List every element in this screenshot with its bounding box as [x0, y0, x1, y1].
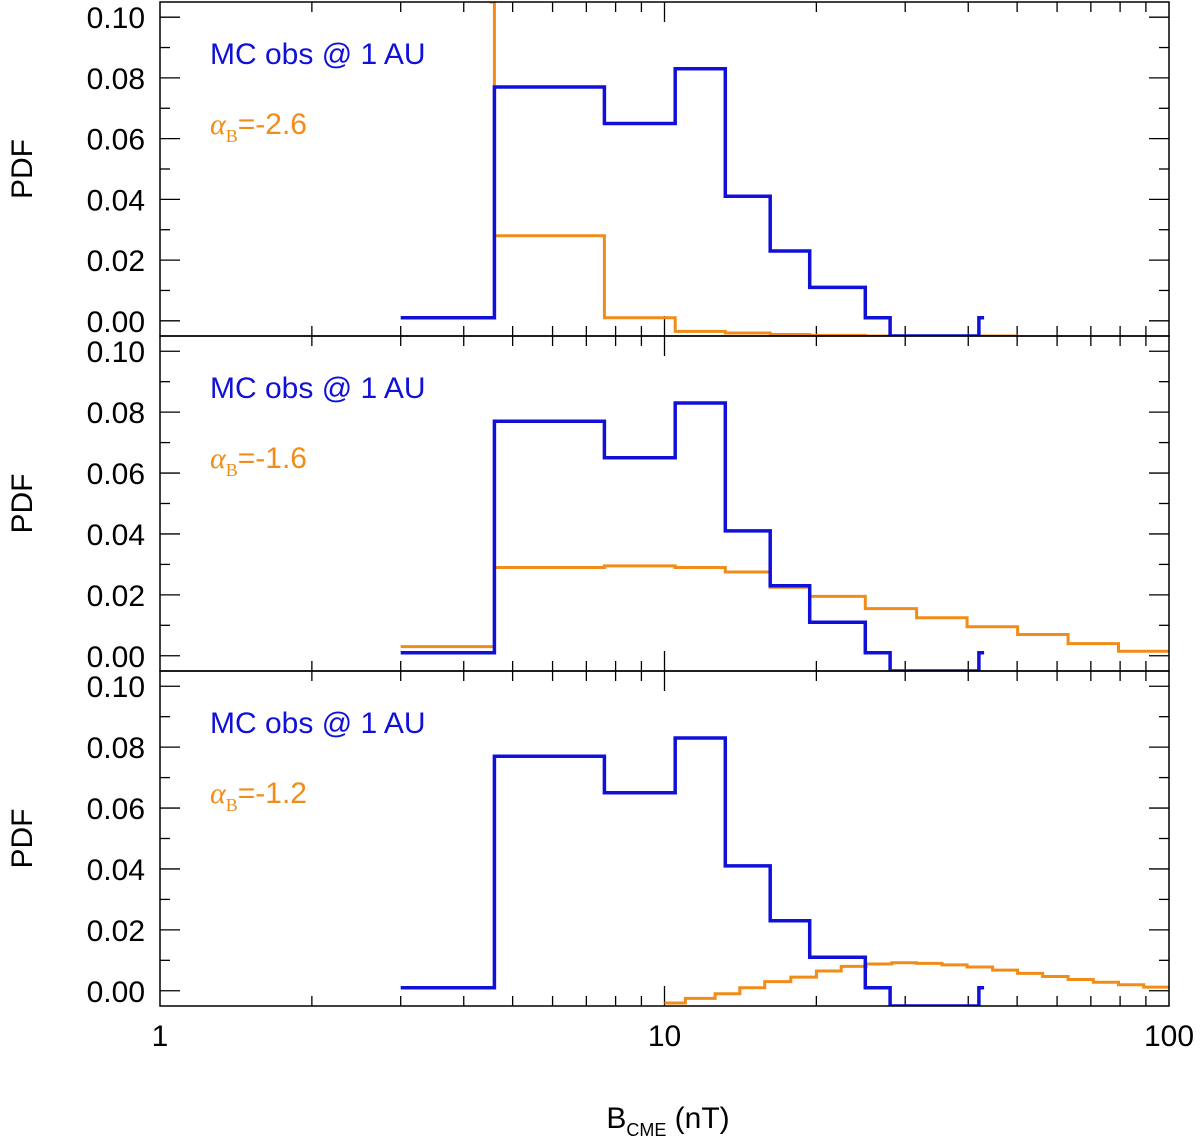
x-tick-label: 100 [1144, 1020, 1194, 1053]
y-tick-label: 0.00 [87, 306, 145, 339]
panel-bottom-frame [159, 670, 1170, 1007]
panel-bottom-ylabel: PDF [6, 809, 39, 869]
x-axis-title: BCME (nT) [606, 1102, 729, 1140]
alpha-symbol: α [210, 442, 227, 475]
y-tick-label: 0.04 [87, 184, 145, 217]
series-observed-line [400, 736, 985, 1006]
alpha-subscript: B [226, 460, 238, 480]
panel-middle-legend-observed: MC obs @ 1 AU [210, 372, 426, 405]
y-tick-label: 0.06 [87, 458, 145, 491]
series-observed-line [400, 401, 985, 671]
series-model-line [400, 564, 1169, 653]
x-axis-title-unit: (nT) [666, 1102, 729, 1135]
panel-top-ticks [160, 2, 1169, 336]
panel-top-legend-observed: MC obs @ 1 AU [210, 38, 426, 71]
y-tick-label: 0.06 [87, 124, 145, 157]
panel-top-legend-alpha: αB=-2.6 [210, 108, 307, 146]
y-tick-label: 0.00 [87, 976, 145, 1009]
panel-middle-legend-alpha: αB=-1.6 [210, 442, 307, 480]
alpha-value: =-1.6 [238, 442, 307, 475]
panel-middle: 0.00 0.02 0.04 0.06 0.08 0.10 PDF MC obs @ 1 … [6, 335, 1170, 674]
series-model-line [489, 2, 1018, 336]
panel-middle-ytick-labels: 0.00 0.02 0.04 0.06 0.08 0.10 [87, 336, 145, 674]
x-tick-label: 1 [152, 1020, 169, 1053]
alpha-symbol: α [210, 777, 227, 810]
series-model-line [664, 961, 1169, 1005]
panel-bottom-lines [400, 736, 1169, 1006]
y-tick-label: 0.00 [87, 641, 145, 674]
panel-top: 0.00 0.02 0.04 0.06 0.08 0.10 PDF MC obs @ 1 … [6, 1, 1170, 339]
y-tick-label: 0.04 [87, 854, 145, 887]
y-tick-label: 0.02 [87, 580, 145, 613]
alpha-value: =-2.6 [238, 108, 307, 141]
panel-middle-lines [400, 401, 1169, 671]
x-tick-label: 10 [648, 1020, 681, 1053]
y-tick-label: 0.08 [87, 732, 145, 765]
panel-bottom-ticks [160, 671, 1169, 1006]
y-tick-label: 0.10 [87, 2, 145, 35]
alpha-symbol: α [210, 108, 227, 141]
alpha-subscript: B [226, 126, 238, 146]
y-tick-label: 0.06 [87, 793, 145, 826]
y-tick-label: 0.02 [87, 245, 145, 278]
panel-bottom-legend-alpha: αB=-1.2 [210, 777, 307, 815]
y-tick-label: 0.08 [87, 63, 145, 96]
panel-bottom-ytick-labels: 0.00 0.02 0.04 0.06 0.08 0.10 [87, 671, 145, 1009]
y-tick-label: 0.10 [87, 336, 145, 369]
alpha-subscript: B [226, 795, 238, 815]
panel-top-ylabel: PDF [6, 139, 39, 199]
alpha-value: =-1.2 [238, 777, 307, 810]
x-axis-title-main: B [606, 1102, 626, 1135]
y-tick-label: 0.02 [87, 915, 145, 948]
panel-middle-ticks [160, 336, 1169, 671]
panel-bottom: 0.00 0.02 0.04 0.06 0.08 0.10 PDF MC obs @ 1 … [6, 670, 1170, 1009]
x-tick-labels: 1 10 100 [152, 1020, 1194, 1053]
panel-middle-ylabel: PDF [6, 474, 39, 534]
y-tick-label: 0.04 [87, 519, 145, 552]
x-axis-title-subscript: CME [626, 1120, 666, 1140]
panel-top-ytick-labels: 0.00 0.02 0.04 0.06 0.08 0.10 [87, 2, 145, 339]
y-tick-label: 0.08 [87, 397, 145, 430]
panel-top-lines [400, 2, 1018, 336]
y-tick-label: 0.10 [87, 671, 145, 704]
panel-bottom-legend-observed: MC obs @ 1 AU [210, 707, 426, 740]
series-observed-line [400, 67, 985, 336]
